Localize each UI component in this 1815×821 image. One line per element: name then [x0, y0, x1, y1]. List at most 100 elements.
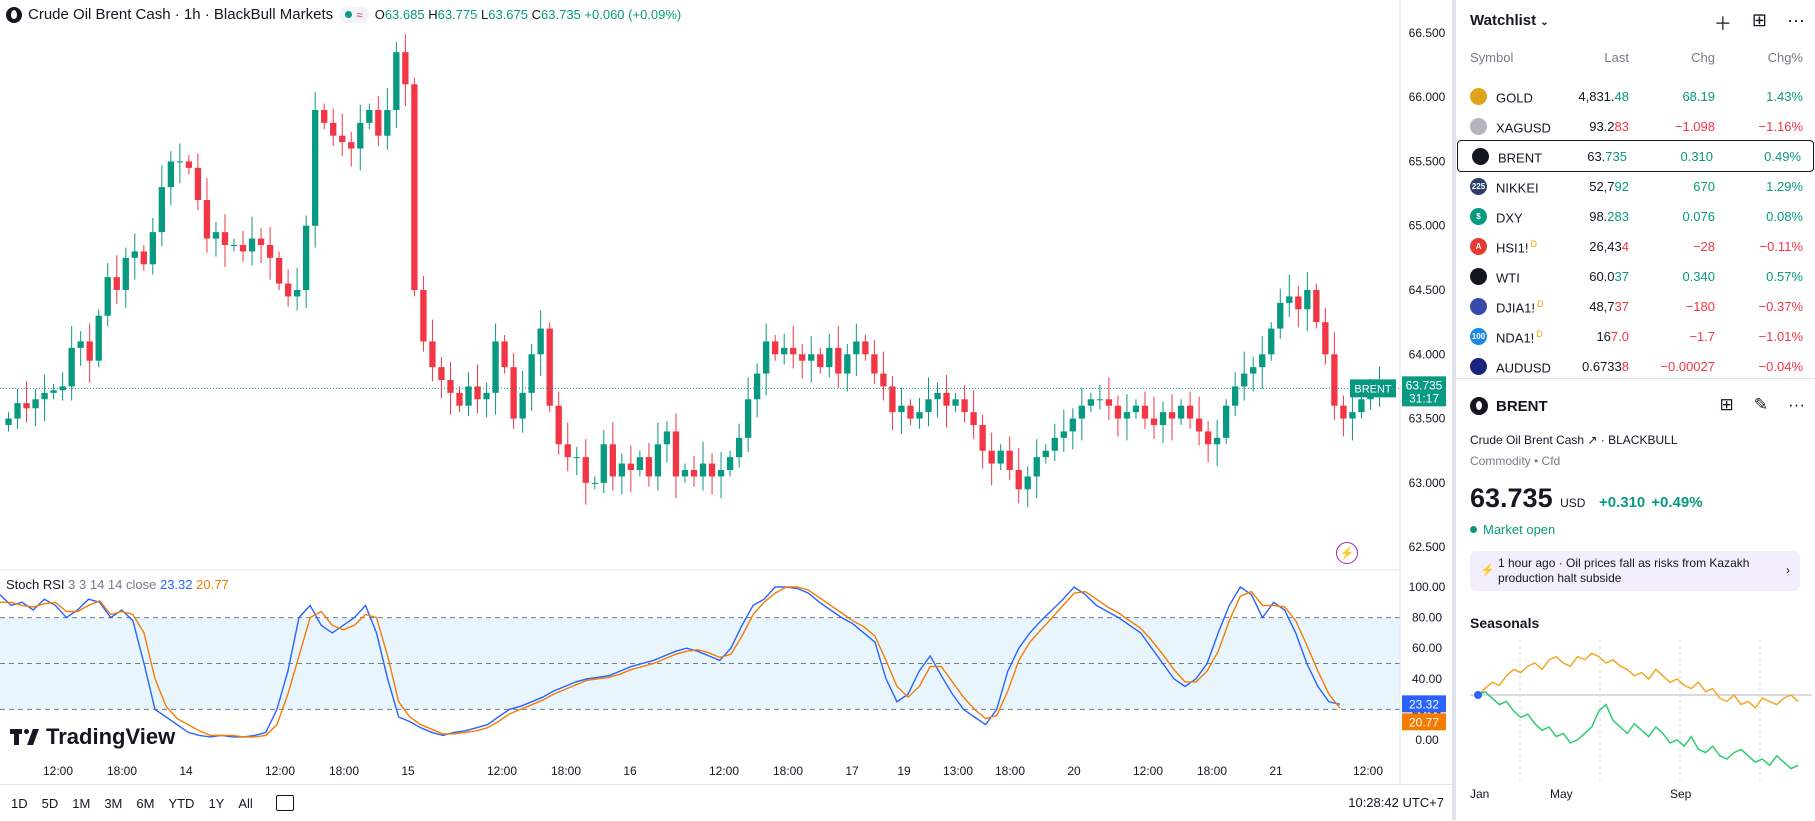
- advanced-view-icon[interactable]: ⊞: [1751, 10, 1768, 30]
- range-ytd[interactable]: YTD: [168, 795, 195, 811]
- row-last: 60.037: [1589, 269, 1629, 284]
- stoch-tick: 100.00: [1409, 580, 1446, 594]
- watchlist-row[interactable]: 100 NDA1! D 167.0 −1.7 −1.01%: [1456, 321, 1815, 351]
- month-jan: Jan: [1470, 787, 1490, 801]
- candle: [1250, 356, 1257, 392]
- seasonals-current-point: [1474, 691, 1482, 699]
- seasonals-series: [1477, 690, 1799, 770]
- range-1d[interactable]: 1D: [11, 795, 28, 811]
- candle: [835, 326, 842, 388]
- watchlist-row[interactable]: GOLD 4,831.48 68.19 1.43%: [1456, 81, 1815, 111]
- range-1y[interactable]: 1Y: [208, 795, 225, 811]
- edit-icon[interactable]: ✎: [1753, 395, 1769, 414]
- stoch-rsi-name[interactable]: Stoch RSI: [6, 577, 65, 592]
- time-tick: 12:00: [265, 764, 295, 778]
- price-tick: 63.000: [1409, 476, 1446, 490]
- candle: [925, 377, 932, 427]
- col-chg-pct[interactable]: Chg%: [1767, 50, 1803, 65]
- col-symbol[interactable]: Symbol: [1470, 50, 1514, 65]
- market-status-pill[interactable]: ≈: [339, 6, 369, 23]
- row-chg-pct: −0.04%: [1758, 359, 1803, 374]
- candle: [14, 389, 21, 429]
- candle: [961, 385, 968, 423]
- col-chg[interactable]: Chg: [1691, 50, 1715, 65]
- watchlist-title[interactable]: Watchlist ⌄: [1470, 12, 1549, 29]
- candle: [781, 333, 788, 365]
- candle: [1114, 395, 1122, 437]
- time-tick: 18:00: [107, 764, 137, 778]
- candle: [1159, 401, 1167, 443]
- watchlist-row[interactable]: DJIA1! D 48,737 −180 −0.37%: [1456, 291, 1815, 321]
- candle: [537, 310, 544, 377]
- candle: [131, 233, 138, 280]
- tradingview-logo[interactable]: TradingView: [10, 724, 175, 750]
- candle: [690, 455, 698, 487]
- candle: [1340, 395, 1347, 437]
- watchlist-row[interactable]: 225 NIKKEI 52,792 670 1.29%: [1456, 171, 1815, 201]
- candle: [1213, 419, 1221, 467]
- seasonals-chart[interactable]: [1456, 635, 1815, 785]
- time-tick: 19: [897, 764, 911, 778]
- candle: [275, 251, 283, 290]
- clock-readout[interactable]: 10:28:42 UTC+7: [1348, 795, 1444, 810]
- main-chart[interactable]: 66.500 66.000 65.500 65.000 64.500 64.000 63.5…: [0, 0, 1452, 820]
- candle: [122, 247, 129, 308]
- nikkei-icon: 225: [1470, 178, 1487, 195]
- row-chg-pct: 1.43%: [1766, 89, 1803, 104]
- candle: [456, 386, 463, 413]
- more-icon[interactable]: ···: [1787, 10, 1805, 30]
- month-sep: Sep: [1670, 787, 1692, 801]
- candle: [501, 335, 508, 374]
- candle: [546, 322, 553, 413]
- chart-title[interactable]: Crude Oil Brent Cash · 1h · BlackBull Ma…: [28, 6, 334, 23]
- add-symbol-icon[interactable]: ＋: [1713, 14, 1732, 34]
- price-tick: 66.500: [1409, 26, 1446, 40]
- panel-divider[interactable]: [1452, 0, 1456, 820]
- candle: [735, 423, 743, 468]
- watchlist-row[interactable]: BRENT 63.735 0.310 0.49%: [1457, 140, 1814, 172]
- stoch-rsi-params: 3 3 14 14 close: [68, 577, 157, 592]
- candle: [1024, 466, 1031, 508]
- stoch-tick: 80.00: [1412, 611, 1442, 625]
- candle: [176, 143, 184, 184]
- watchlist-row[interactable]: A HSI1! D 26,434 −28 −0.11%: [1456, 231, 1815, 261]
- candle: [943, 374, 950, 428]
- row-last: 93.283: [1589, 119, 1629, 134]
- watchlist-row[interactable]: XAGUSD 93.283 −1.098 −1.16%: [1456, 111, 1815, 141]
- watchlist-row[interactable]: WTI 60.037 0.340 0.57%: [1456, 261, 1815, 291]
- oil-drop-icon: [6, 6, 22, 23]
- watchlist-row[interactable]: $ DXY 98.283 0.076 0.08%: [1456, 201, 1815, 231]
- news-banner[interactable]: ⚡ 1 hour ago · Oil prices fall as risks …: [1470, 551, 1800, 591]
- candle: [1232, 372, 1239, 416]
- stoch-rsi-legend: Stoch RSI 3 3 14 14 close 23.32 20.77: [6, 577, 229, 592]
- oil-drop-icon: [1470, 397, 1488, 415]
- candle: [95, 309, 102, 368]
- candle: [1069, 408, 1076, 450]
- candle: [744, 377, 752, 452]
- col-last[interactable]: Last: [1604, 50, 1629, 65]
- external-link-icon[interactable]: ↗: [1587, 433, 1598, 447]
- watchlist-row[interactable]: AUDUSD 0.67338 −0.00027 −0.04%: [1456, 351, 1815, 381]
- range-3m[interactable]: 3M: [104, 795, 123, 811]
- grid-icon[interactable]: ⊞: [1719, 395, 1734, 414]
- calendar-range-icon[interactable]: [275, 795, 294, 811]
- range-5d[interactable]: 5D: [41, 795, 59, 811]
- price-tick: 66.000: [1409, 90, 1446, 104]
- price-chart-svg[interactable]: 66.500 66.000 65.500 65.000 64.500 64.000 63.5…: [0, 0, 1452, 784]
- flash-icon[interactable]: ⚡: [1336, 542, 1358, 564]
- range-all[interactable]: All: [238, 795, 253, 811]
- candle: [420, 275, 427, 352]
- time-tick: 16: [623, 764, 637, 778]
- candle: [1105, 377, 1113, 420]
- row-last: 48,737: [1589, 299, 1629, 314]
- range-6m[interactable]: 6M: [136, 795, 155, 811]
- time-tick: 18:00: [995, 764, 1025, 778]
- candle: [1331, 332, 1338, 420]
- candle: [654, 422, 662, 491]
- detail-symbol[interactable]: BRENT: [1470, 397, 1548, 415]
- detail-price: 63.735 USD +0.310 +0.49%: [1470, 483, 1703, 513]
- candle: [889, 376, 896, 431]
- more-icon[interactable]: ···: [1788, 395, 1805, 414]
- candle: [1033, 439, 1040, 499]
- range-1m[interactable]: 1M: [72, 795, 91, 811]
